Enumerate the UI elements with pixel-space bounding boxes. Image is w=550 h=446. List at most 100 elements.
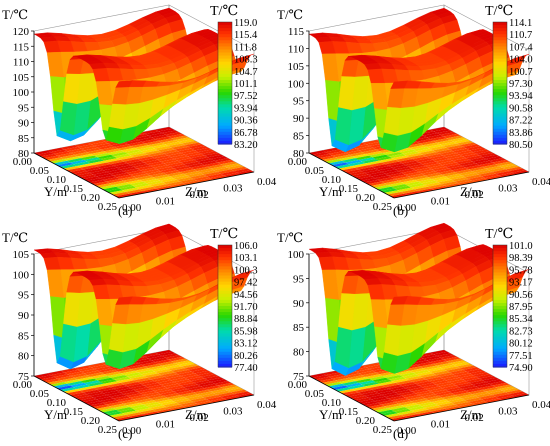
colorbar-band [493, 31, 507, 35]
floor-cell [177, 158, 195, 163]
floor-cell [399, 149, 417, 154]
floor-cell [414, 186, 432, 192]
floor-cell [111, 142, 129, 147]
colorbar-band [218, 248, 232, 252]
floor-cell [427, 407, 445, 412]
floor-cell [112, 405, 130, 410]
floor-cell [365, 383, 383, 389]
floor-cell [174, 369, 192, 375]
z-tick-label: 90 [18, 310, 30, 322]
floor-cell [409, 368, 427, 373]
floor-cell [489, 381, 507, 386]
floor-cell [67, 158, 84, 163]
floor-cell [220, 394, 238, 399]
floor-cell [409, 145, 427, 150]
floor-cell [210, 165, 228, 171]
floor-cell [109, 403, 127, 409]
colorbar-label: 98.39 [509, 253, 533, 264]
floor-cell [429, 146, 447, 151]
floor-cell [384, 403, 402, 409]
floor-cell [451, 400, 469, 405]
floor-cell [479, 375, 497, 381]
floor-cell [197, 159, 215, 164]
floor-cell [141, 371, 158, 376]
floor-cell [414, 177, 432, 182]
floor-cell [355, 388, 372, 393]
floor-cell [156, 408, 173, 414]
floor-cell [420, 131, 438, 136]
floor-cell [102, 409, 120, 415]
floor-cell [137, 165, 154, 171]
floor-cell [423, 365, 440, 370]
floor-cell [196, 178, 214, 183]
floor-cell [443, 143, 460, 148]
floor-cell [86, 168, 104, 173]
floor-cell [368, 385, 386, 390]
floor-cell [351, 172, 369, 178]
colorbar-label: 101.1 [234, 79, 258, 90]
floor-cell [443, 356, 461, 362]
floor-cell [158, 351, 176, 357]
floor-cell [204, 152, 222, 158]
floor-cell [441, 181, 459, 186]
floor-cell [60, 387, 77, 392]
floor-cell [124, 362, 142, 368]
floor-cell [385, 152, 403, 157]
floor-cell [87, 149, 105, 154]
floor-cell [147, 152, 165, 157]
floor-cell [409, 377, 426, 383]
floor-cell [70, 159, 88, 165]
floor-cell [371, 173, 389, 179]
floor-cell [54, 374, 71, 379]
floor-cell [438, 393, 456, 398]
colorbar-band [493, 336, 507, 341]
floor-contour [309, 350, 529, 421]
floor-cell [96, 173, 114, 179]
floor-cell [394, 185, 412, 191]
floor-cell [197, 382, 215, 387]
floor-cell [426, 367, 444, 372]
floor-cell [223, 172, 241, 178]
floor-cell [80, 378, 98, 383]
floor-cell [121, 370, 138, 376]
colorbar-band [218, 104, 232, 108]
colorbar-band [218, 58, 232, 63]
floor-cell [459, 384, 476, 389]
floor-cell [416, 148, 433, 153]
floor-cell [130, 152, 148, 158]
floor-cell [126, 393, 144, 398]
floor-cell [437, 353, 454, 358]
floor-cell [417, 411, 435, 416]
floor-cell [389, 376, 406, 382]
floor-cell [400, 412, 418, 417]
colorbar-band [218, 89, 232, 93]
floor-cell [123, 159, 141, 164]
floor-cell [63, 165, 81, 171]
colorbar-band [493, 327, 507, 331]
floor-cell [367, 181, 385, 186]
floor-cell [94, 375, 111, 381]
floor-cell [125, 189, 143, 194]
floor-cell [129, 191, 146, 196]
floor-cell [140, 381, 158, 386]
floor-cell [451, 177, 469, 182]
floor-cell [366, 141, 384, 147]
floor-cell [338, 156, 356, 161]
floor-cell [428, 165, 446, 170]
colorbar-band [218, 119, 232, 124]
floor-cell [459, 161, 476, 166]
floor-cell [418, 178, 435, 184]
floor-cell [368, 395, 386, 400]
floor-cell [69, 392, 87, 397]
floor-cell [415, 381, 433, 386]
floor-cell [404, 191, 421, 196]
floor-cell [309, 150, 326, 155]
floor-cell [67, 381, 84, 386]
floor-cell [206, 173, 224, 179]
floor-cell [160, 168, 178, 173]
floor-cell [428, 388, 446, 393]
floor-cell [86, 401, 104, 406]
colorbar-band [218, 324, 232, 328]
colorbar-band [493, 284, 507, 289]
colorbar-band [218, 251, 232, 255]
